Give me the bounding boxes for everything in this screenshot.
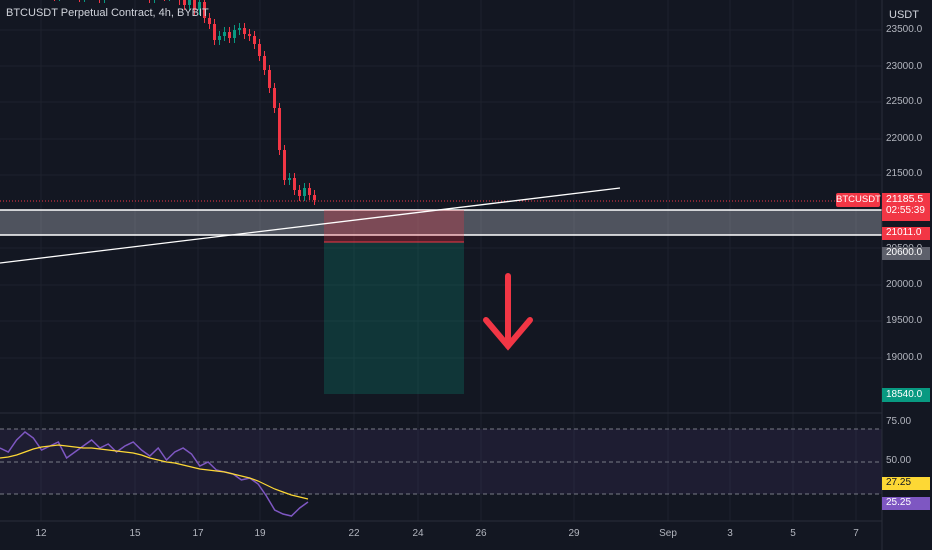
candle-body (248, 34, 251, 36)
candle-body (243, 28, 246, 34)
target-price-tag: 18540.0 (882, 388, 930, 402)
candle-body (228, 32, 231, 38)
time-axis-label: 3 (727, 528, 733, 539)
candle-body (208, 18, 211, 24)
rsi-axis-label: 75.00 (886, 416, 912, 427)
candle-body (233, 30, 236, 38)
candle-body (223, 32, 226, 36)
rsi-pane (0, 412, 882, 517)
price-axis-label: 19000.0 (886, 352, 923, 363)
chart-title: BTCUSDT Perpetual Contract, 4h, BYBIT (6, 7, 209, 19)
candle-body (263, 56, 266, 70)
candle-body (238, 28, 241, 30)
price-axis-label: 21500.0 (886, 168, 923, 179)
time-axis-label: 12 (35, 528, 47, 539)
candle-body (218, 36, 221, 40)
candle-body (298, 190, 301, 196)
rsi-value-tag: 25.25 (882, 497, 930, 510)
candle-body (188, 0, 191, 5)
candle-body (288, 178, 291, 180)
rsi-ma-tag: 27.25 (882, 477, 930, 490)
time-axis-label: 24 (412, 528, 424, 539)
candle-body (258, 44, 261, 56)
down-arrow-icon[interactable] (483, 273, 533, 351)
candle-body (293, 178, 296, 190)
price-axis-label: 22500.0 (886, 96, 923, 107)
symbol-tag: BTCUSDT (836, 193, 881, 207)
bar-countdown: 02:55:39 (886, 205, 925, 216)
time-axis-label: 22 (348, 528, 360, 539)
time-axis-label: 17 (192, 528, 204, 539)
price-axis-label: 20000.0 (886, 279, 923, 290)
short-position-tool[interactable] (324, 210, 464, 394)
candle-body (313, 195, 316, 200)
time-axis-label: 5 (790, 528, 796, 539)
time-axis-label: 29 (568, 528, 580, 539)
grid (0, 0, 882, 521)
candle-body (268, 70, 271, 88)
time-axis-label: 26 (475, 528, 487, 539)
candle-body (203, 2, 206, 18)
candle-body (183, 0, 186, 5)
rsi-axis-label: 50.00 (886, 455, 912, 466)
price-axis-label: 23500.0 (886, 24, 923, 35)
time-axis-label: Sep (659, 528, 677, 539)
price-axis-label: 19500.0 (886, 315, 923, 326)
entry-price-tag: 21011.0 (882, 227, 930, 240)
candle-body (193, 0, 196, 10)
last-price-tag: 21185.5 02:55:39 (882, 193, 930, 221)
candle-body (213, 24, 216, 40)
price-candles (54, 0, 316, 205)
time-axis-label: 19 (254, 528, 266, 539)
candle-body (303, 188, 306, 196)
candle-body (273, 88, 276, 108)
candle-body (198, 2, 201, 10)
last-price-value: 21185.5 (886, 193, 924, 205)
currency-label: USDT (889, 9, 919, 21)
take-profit-area (324, 242, 464, 394)
candle-body (283, 150, 286, 180)
stop-price-tag: 20600.0 (882, 247, 930, 260)
candle-body (253, 36, 256, 44)
price-axis-label: 22000.0 (886, 133, 923, 144)
price-axis-label: 23000.0 (886, 61, 923, 72)
candle-body (278, 108, 281, 150)
time-axis-label: 15 (129, 528, 141, 539)
trend-line[interactable] (0, 187, 621, 264)
rsi-ma-line (0, 444, 309, 500)
candle-body (308, 188, 311, 195)
time-axis-label: 7 (853, 528, 859, 539)
